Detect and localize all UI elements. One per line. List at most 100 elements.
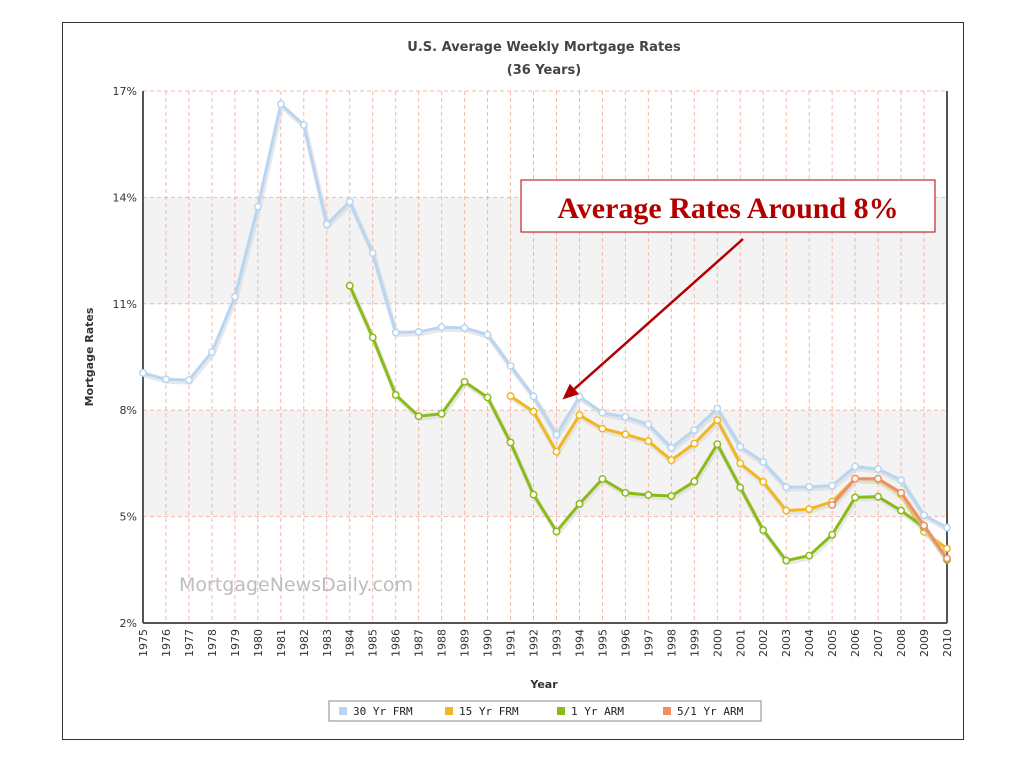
- x-tick-label: 1992: [528, 629, 541, 657]
- data-point[interactable]: [345, 281, 354, 290]
- series-30-yr-frm: [139, 100, 951, 532]
- data-point[interactable]: [782, 483, 791, 492]
- data-point[interactable]: [230, 292, 239, 301]
- data-point[interactable]: [897, 506, 906, 515]
- data-point[interactable]: [529, 490, 538, 499]
- data-point[interactable]: [943, 523, 951, 532]
- legend-label[interactable]: 5/1 Yr ARM: [677, 705, 744, 718]
- data-point[interactable]: [483, 393, 492, 402]
- data-point[interactable]: [690, 439, 699, 448]
- y-tick-label: 14%: [113, 191, 137, 204]
- data-point[interactable]: [874, 492, 883, 501]
- data-point[interactable]: [139, 369, 147, 377]
- data-point[interactable]: [736, 483, 745, 492]
- data-point[interactable]: [644, 491, 653, 499]
- data-point[interactable]: [920, 511, 928, 520]
- data-point[interactable]: [575, 499, 584, 508]
- data-point[interactable]: [667, 456, 676, 465]
- data-point[interactable]: [851, 474, 860, 483]
- data-point[interactable]: [828, 530, 837, 539]
- data-point[interactable]: [299, 121, 308, 129]
- data-point[interactable]: [943, 544, 951, 553]
- x-tick-label: 2010: [941, 629, 954, 657]
- data-point[interactable]: [162, 375, 170, 384]
- data-point[interactable]: [690, 426, 699, 435]
- data-point[interactable]: [621, 430, 630, 439]
- legend-label[interactable]: 30 Yr FRM: [353, 705, 413, 718]
- data-point[interactable]: [828, 500, 837, 509]
- series-line: [830, 477, 949, 560]
- data-point[interactable]: [690, 477, 699, 486]
- data-point[interactable]: [759, 526, 768, 535]
- data-point[interactable]: [598, 475, 607, 483]
- data-point[interactable]: [529, 407, 538, 416]
- data-point[interactable]: [391, 328, 400, 337]
- data-point[interactable]: [345, 197, 354, 206]
- data-point[interactable]: [874, 465, 883, 474]
- data-point[interactable]: [506, 392, 515, 400]
- data-point[interactable]: [644, 420, 653, 429]
- data-point[interactable]: [322, 220, 331, 229]
- data-point[interactable]: [805, 482, 814, 491]
- y-tick-labels: 2% 5% 8% 11% 14% 17%: [113, 85, 137, 630]
- data-point[interactable]: [552, 430, 561, 439]
- data-point[interactable]: [851, 493, 860, 502]
- data-point[interactable]: [667, 443, 676, 452]
- data-point[interactable]: [736, 442, 745, 451]
- data-point[interactable]: [782, 556, 791, 565]
- data-point[interactable]: [368, 333, 377, 342]
- data-point[interactable]: [621, 488, 630, 497]
- series-5-1-yr-arm: [828, 474, 951, 563]
- data-point[interactable]: [736, 459, 745, 468]
- data-point[interactable]: [713, 404, 722, 413]
- data-point[interactable]: [782, 506, 791, 515]
- data-point[interactable]: [943, 554, 951, 563]
- data-point[interactable]: [644, 437, 653, 446]
- data-point[interactable]: [805, 505, 814, 514]
- data-point[interactable]: [759, 477, 768, 486]
- legend: 30 Yr FRM 15 Yr FRM 1 Yr ARM 5/1 Yr ARM: [328, 700, 762, 722]
- data-point[interactable]: [391, 390, 400, 399]
- data-point[interactable]: [207, 348, 216, 356]
- data-point[interactable]: [598, 424, 607, 433]
- data-point[interactable]: [506, 361, 515, 370]
- legend-label[interactable]: 1 Yr ARM: [571, 705, 624, 718]
- data-point[interactable]: [759, 458, 768, 466]
- data-point[interactable]: [667, 492, 676, 500]
- data-point[interactable]: [414, 412, 423, 421]
- data-point[interactable]: [805, 551, 814, 560]
- data-point[interactable]: [368, 249, 377, 258]
- data-point[interactable]: [575, 392, 584, 401]
- x-tick-label: 2000: [711, 629, 724, 657]
- data-point[interactable]: [575, 411, 584, 420]
- data-point[interactable]: [598, 408, 607, 417]
- data-point[interactable]: [828, 481, 837, 490]
- data-point[interactable]: [851, 462, 860, 471]
- x-tick-label: 1989: [459, 629, 472, 657]
- data-point[interactable]: [552, 447, 561, 456]
- data-point[interactable]: [874, 474, 883, 483]
- data-point[interactable]: [253, 202, 262, 211]
- data-point[interactable]: [552, 527, 561, 536]
- data-point[interactable]: [506, 438, 515, 447]
- data-point[interactable]: [920, 521, 928, 530]
- x-tick-label: 1978: [206, 629, 219, 657]
- data-point[interactable]: [460, 323, 469, 332]
- data-point[interactable]: [897, 488, 906, 497]
- data-point[interactable]: [460, 377, 469, 386]
- x-tick-label: 2006: [849, 629, 862, 657]
- data-point[interactable]: [713, 416, 722, 425]
- data-point[interactable]: [184, 376, 193, 385]
- plot-band: [143, 410, 947, 517]
- data-point[interactable]: [897, 476, 906, 485]
- data-point[interactable]: [713, 440, 722, 449]
- data-point[interactable]: [529, 392, 538, 401]
- data-point[interactable]: [414, 327, 423, 336]
- data-point[interactable]: [621, 412, 630, 421]
- x-tick-label: 1982: [298, 629, 311, 657]
- data-point[interactable]: [437, 323, 446, 332]
- data-point[interactable]: [276, 100, 285, 109]
- data-point[interactable]: [437, 409, 446, 418]
- legend-label[interactable]: 15 Yr FRM: [459, 705, 519, 718]
- data-point[interactable]: [483, 330, 492, 339]
